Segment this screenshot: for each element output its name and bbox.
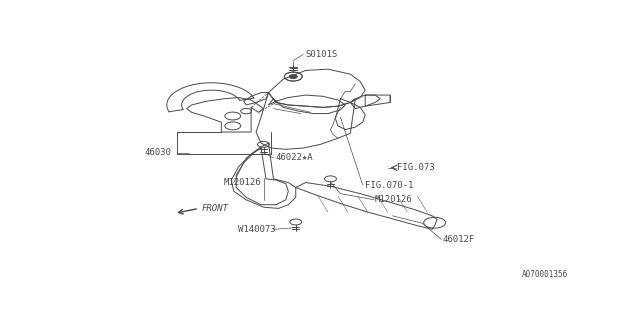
Text: 46012F: 46012F bbox=[442, 235, 474, 244]
Text: 46022★A: 46022★A bbox=[276, 153, 314, 163]
Text: FRONT: FRONT bbox=[202, 204, 228, 213]
Text: FIG.073: FIG.073 bbox=[397, 163, 435, 172]
Text: 46030: 46030 bbox=[145, 148, 172, 157]
Text: M120126: M120126 bbox=[224, 178, 262, 187]
Text: W140073: W140073 bbox=[238, 225, 276, 234]
Text: M120126: M120126 bbox=[375, 195, 413, 204]
Circle shape bbox=[289, 75, 297, 79]
Text: A070001356: A070001356 bbox=[522, 270, 568, 279]
Text: FIG.070-1: FIG.070-1 bbox=[365, 180, 413, 189]
Text: S0101S: S0101S bbox=[306, 50, 338, 59]
